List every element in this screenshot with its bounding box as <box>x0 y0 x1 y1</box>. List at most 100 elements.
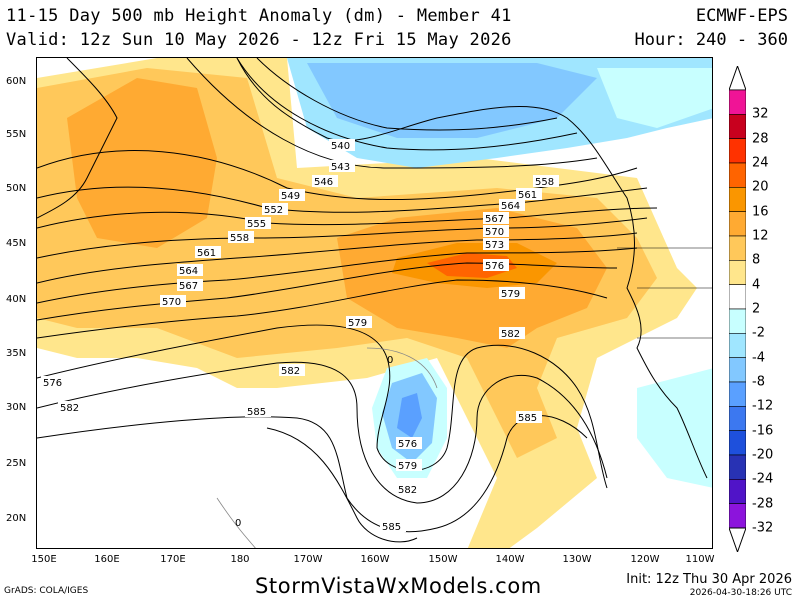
colorbar-swatch <box>729 308 746 334</box>
anomaly-fill-neg-north-deep <box>307 63 597 138</box>
contour-label-561: 561 <box>197 248 216 259</box>
colorbar-label: -24 <box>752 471 774 487</box>
contour-label-579-low: 579 <box>398 461 417 472</box>
colorbar-label: -4 <box>752 350 765 366</box>
colorbar-label: -2 <box>752 325 765 341</box>
contour-label-585-c: 585 <box>247 407 266 418</box>
valid-period: Valid: 12z Sun 10 May 2026 - 12z Fri 15 … <box>6 30 512 50</box>
colorbar-label: -12 <box>752 398 774 414</box>
map-canvas: 540 543 546 549 552 555 558 561 564 567 … <box>37 58 712 548</box>
lon-label-170e: 170E <box>160 554 186 565</box>
lon-label-160e: 160E <box>94 554 120 565</box>
colorbar-label: 12 <box>752 228 769 244</box>
colorbar-label: -20 <box>752 447 774 463</box>
contour-label-582-low: 582 <box>398 485 417 496</box>
colorbar-swatch <box>729 89 746 115</box>
lon-label-160w: 160W <box>360 554 390 565</box>
anomaly-fill-neg-low3 <box>397 393 422 438</box>
lat-label-50n: 50N <box>6 183 27 194</box>
lon-label-150e: 150E <box>31 554 57 565</box>
contour-label-570: 570 <box>162 297 181 308</box>
contour-label-549: 549 <box>281 191 300 202</box>
lat-label-45n: 45N <box>6 238 27 249</box>
lon-label-170w: 170W <box>293 554 323 565</box>
contour-label-567: 567 <box>179 281 198 292</box>
contour-label-564: 564 <box>179 266 198 277</box>
contour-label-582-w: 582 <box>60 403 79 414</box>
contour-label-585-low: 585 <box>382 522 401 533</box>
colorbar-label: -28 <box>752 496 774 512</box>
colorbar-swatch <box>729 333 746 358</box>
colorbar-swatch <box>729 138 746 164</box>
map-title: 11-15 Day 500 mb Height Anomaly (dm) - M… <box>6 6 512 26</box>
contour-label-579-e: 579 <box>501 289 520 300</box>
contour-label-567-e: 567 <box>485 214 504 225</box>
colorbar-swatch <box>729 406 746 431</box>
colorbar-label: -8 <box>752 374 765 390</box>
colorbar-label: 28 <box>752 131 769 147</box>
colorbar-label: 4 <box>752 277 761 293</box>
lat-label-40n: 40N <box>6 294 27 305</box>
contour-label-558-e: 558 <box>535 177 554 188</box>
lat-label-35n: 35N <box>6 348 27 359</box>
contour-label-576-e: 576 <box>485 261 504 272</box>
colorbar-swatch <box>729 211 746 237</box>
colorbar-swatch <box>729 235 746 261</box>
colorbar-top-arrow <box>729 66 746 91</box>
contour-label-576-low: 576 <box>398 439 417 450</box>
contour-label-582-c: 582 <box>281 366 300 377</box>
contour-label-570-e: 570 <box>485 227 504 238</box>
contour-label-561-e: 561 <box>518 190 537 201</box>
colorbar-swatch <box>729 187 746 212</box>
contour-label-546: 546 <box>314 177 333 188</box>
colorbar-bottom-arrow <box>729 527 746 552</box>
lat-label-20n: 20N <box>6 513 27 524</box>
contour-label-582-e: 582 <box>501 329 520 340</box>
grads-credit: GrADS: COLA/IGES <box>4 586 89 596</box>
contour-label-555: 555 <box>247 219 266 230</box>
lat-label-55n: 55N <box>6 129 27 140</box>
anomaly-map: 540 543 546 549 552 555 558 561 564 567 … <box>36 57 713 549</box>
colorbar-label: 24 <box>752 155 769 171</box>
colorbar-label: 16 <box>752 204 769 220</box>
forecast-hour: Hour: 240 - 360 <box>634 30 788 50</box>
anomaly-fill-neg-se <box>637 368 712 488</box>
render-timestamp: 2026-04-30-18:26 UTC <box>689 588 792 598</box>
colorbar-swatch <box>729 381 746 407</box>
lon-label-140w: 140W <box>495 554 525 565</box>
colorbar-swatch <box>729 260 746 285</box>
contour-label-579-c: 579 <box>348 318 367 329</box>
colorbar-label: -32 <box>752 520 774 536</box>
colorbar-swatch <box>729 430 746 456</box>
colorbar-label: 2 <box>752 301 761 317</box>
colorbar-swatch <box>729 114 746 139</box>
colorbar-swatch <box>729 479 746 504</box>
lat-label-30n: 30N <box>6 402 27 413</box>
contour-label-552: 552 <box>264 205 283 216</box>
zero-anomaly-contours <box>216 347 438 548</box>
colorbar-label: -16 <box>752 423 774 439</box>
lon-label-180: 180 <box>230 554 250 565</box>
contour-label-585-e: 585 <box>518 413 537 424</box>
colorbar-swatch <box>729 357 746 383</box>
lat-label-25n: 25N <box>6 458 27 469</box>
contour-label-558: 558 <box>230 233 249 244</box>
contour-label-540: 540 <box>331 141 350 152</box>
contour-label-564-e: 564 <box>501 201 520 212</box>
lon-label-120w: 120W <box>630 554 660 565</box>
site-credit: StormVistaWxModels.com <box>255 574 542 598</box>
colorbar-swatch <box>729 284 746 310</box>
colorbar-label: 32 <box>752 106 769 122</box>
lon-label-110w: 110W <box>685 554 715 565</box>
lon-label-150w: 150W <box>428 554 458 565</box>
contour-label-579-w: 576 <box>43 378 62 389</box>
zero-label-1: 0 <box>387 355 393 366</box>
contour-labels: 540 543 546 549 552 555 558 561 564 567 … <box>41 139 559 533</box>
height-contours <box>37 58 658 543</box>
colorbar-swatch <box>729 162 746 188</box>
zero-label-2: 0 <box>235 518 241 529</box>
coastline-kamchatka <box>37 58 118 219</box>
contour-label-543: 543 <box>331 162 350 173</box>
init-time: Init: 12z Thu 30 Apr 2026 <box>626 572 792 587</box>
lat-label-60n: 60N <box>6 76 27 87</box>
